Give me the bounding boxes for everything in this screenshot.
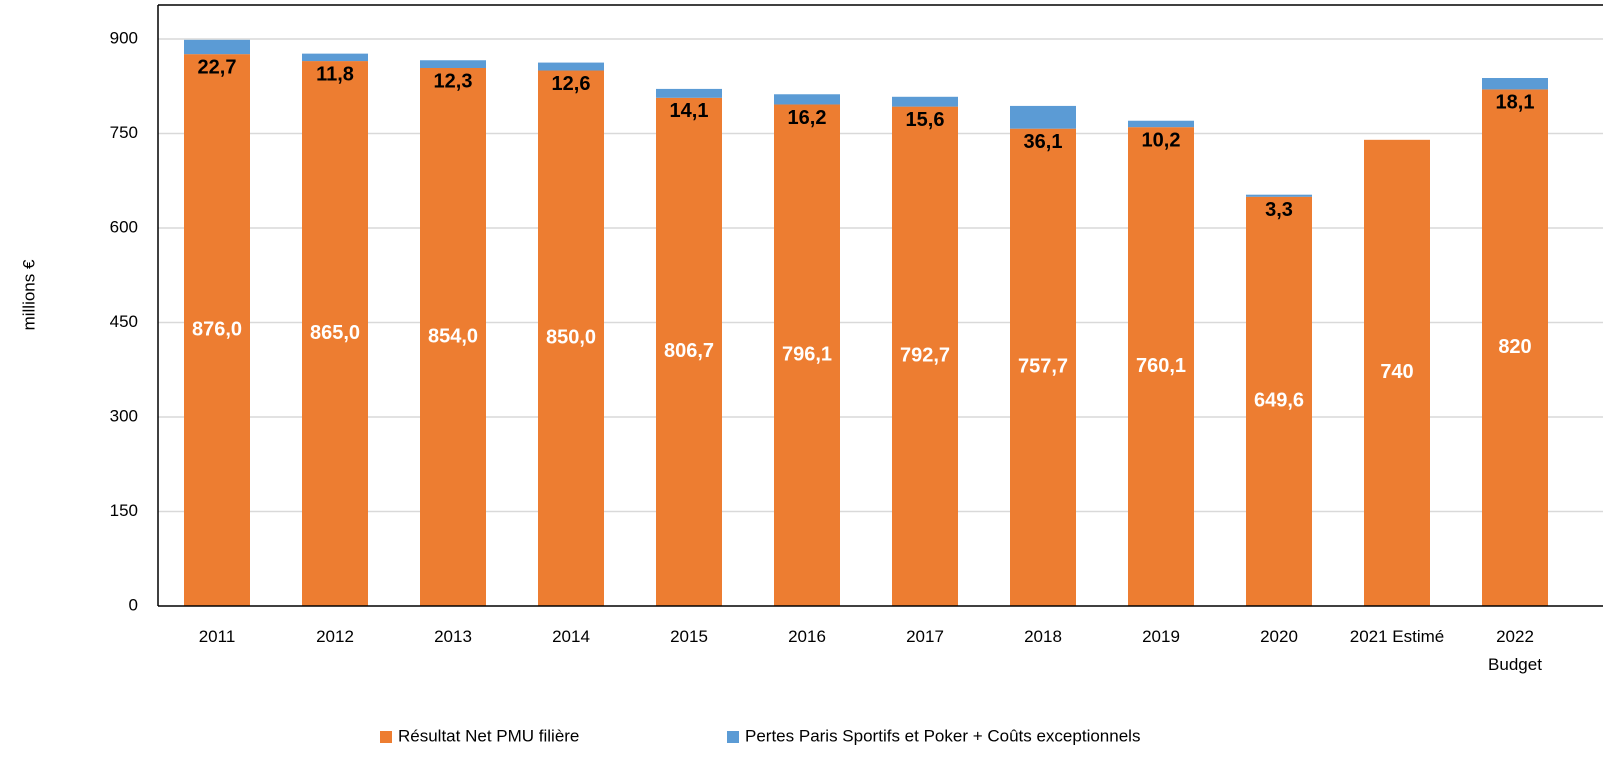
data-label: 740 bbox=[1380, 361, 1413, 383]
data-label: 806,7 bbox=[664, 340, 714, 362]
data-label: 760,1 bbox=[1136, 355, 1186, 377]
x-tick-label: 2016 bbox=[788, 627, 826, 646]
x-tick-label: 2021 Estimé bbox=[1349, 627, 1445, 646]
x-tick-label: 2012 bbox=[316, 627, 354, 646]
bar-segment bbox=[774, 104, 840, 606]
x-tick-label: 2014 bbox=[552, 627, 590, 646]
bar-segment bbox=[184, 39, 250, 55]
bar-segment bbox=[1482, 89, 1548, 607]
y-tick-label: 300 bbox=[110, 406, 138, 425]
data-label: 16,2 bbox=[788, 107, 827, 129]
data-label: 18,1 bbox=[1496, 92, 1535, 114]
bar-segment bbox=[1246, 196, 1312, 606]
data-label: 12,6 bbox=[552, 73, 591, 95]
data-label: 14,1 bbox=[670, 100, 709, 122]
legend-label: Pertes Paris Sportifs et Poker + Coûts e… bbox=[745, 726, 1140, 745]
data-label: 820 bbox=[1498, 336, 1531, 358]
y-tick-label: 150 bbox=[110, 501, 138, 520]
data-label: 11,8 bbox=[316, 63, 354, 85]
x-tick-label: 2015 bbox=[670, 627, 708, 646]
bar-segment bbox=[1010, 105, 1076, 129]
data-label: 10,2 bbox=[1142, 129, 1181, 151]
data-label: 36,1 bbox=[1024, 131, 1063, 153]
data-label: 649,6 bbox=[1254, 390, 1304, 412]
data-label: 850,0 bbox=[546, 327, 596, 349]
x-tick-label: 2022 Budget bbox=[1488, 627, 1542, 674]
data-label: 757,7 bbox=[1018, 356, 1068, 378]
data-label: 3,3 bbox=[1265, 199, 1293, 221]
x-tick-label: 2019 bbox=[1142, 627, 1180, 646]
data-label: 796,1 bbox=[782, 344, 832, 366]
y-tick-label: 450 bbox=[110, 312, 138, 331]
bar-segment bbox=[774, 94, 840, 105]
bar-segment bbox=[538, 62, 604, 71]
y-axis-title: millions € bbox=[19, 259, 38, 330]
data-label: 15,6 bbox=[906, 109, 945, 131]
bar-segment bbox=[656, 88, 722, 98]
data-label: 12,3 bbox=[434, 70, 473, 92]
bar-segment bbox=[1010, 128, 1076, 606]
bar-segment bbox=[1364, 139, 1430, 607]
y-tick-label: 0 bbox=[129, 595, 138, 614]
y-tick-label: 900 bbox=[110, 29, 138, 48]
bar-segment bbox=[1128, 120, 1194, 128]
bar-segment bbox=[302, 53, 368, 62]
bar-segment bbox=[420, 67, 486, 606]
legend-swatch bbox=[727, 731, 739, 743]
bar-segment bbox=[302, 61, 368, 607]
bar-segment bbox=[184, 54, 250, 606]
x-tick-label: 2011 bbox=[198, 627, 236, 646]
bar-segment bbox=[892, 96, 958, 107]
bar-segment bbox=[1128, 127, 1194, 607]
legend-swatch bbox=[380, 731, 392, 743]
bar-segment bbox=[420, 60, 486, 68]
y-tick-label: 600 bbox=[110, 217, 138, 236]
x-tick-label: 2018 bbox=[1024, 627, 1062, 646]
legend-label: Résultat Net PMU filière bbox=[398, 726, 579, 745]
data-label: 865,0 bbox=[310, 322, 360, 344]
bar-segment bbox=[1482, 78, 1548, 90]
x-tick-label: 2020 bbox=[1260, 627, 1298, 646]
bar-segment bbox=[1246, 194, 1312, 197]
data-label: 792,7 bbox=[900, 345, 950, 367]
data-label: 876,0 bbox=[192, 318, 242, 340]
bar-segment bbox=[538, 70, 604, 606]
bar-segment bbox=[656, 97, 722, 607]
data-label: 22,7 bbox=[198, 56, 237, 78]
bar-segment bbox=[892, 106, 958, 607]
data-label: 854,0 bbox=[428, 325, 478, 347]
x-tick-label: 2013 bbox=[434, 627, 472, 646]
y-tick-label: 750 bbox=[110, 123, 138, 142]
x-tick-label: 2017 bbox=[906, 627, 944, 646]
